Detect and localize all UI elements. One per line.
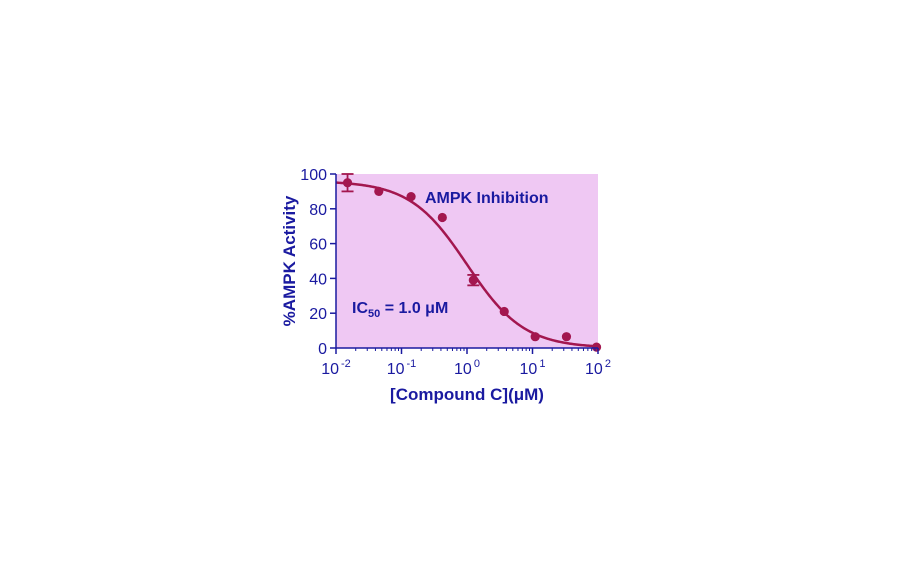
ic50-annotation: IC50 = 1.0 μM — [352, 300, 448, 320]
x-tick-base: 10 — [454, 361, 472, 378]
x-tick-exponent: 1 — [539, 358, 545, 370]
y-axis-label: %AMPK Activity — [280, 195, 299, 326]
y-tick-label: 80 — [309, 202, 327, 219]
y-tick-label: 20 — [309, 306, 327, 323]
y-axis-ticks: 0 20 40 60 80 100 — [300, 167, 336, 358]
x-tick-exponent: 0 — [474, 358, 480, 370]
data-point — [468, 275, 478, 285]
x-axis-ticks: 10 -2 10 -1 10 0 10 1 10 2 — [321, 348, 611, 378]
ic50-suffix: = 1.0 μM — [380, 300, 448, 317]
ic50-prefix: IC — [352, 300, 368, 317]
x-tick-base: 10 — [387, 361, 405, 378]
data-point — [499, 306, 509, 317]
data-point — [591, 342, 602, 352]
data-points-layer — [342, 178, 602, 352]
x-tick-label: 10 -1 — [387, 358, 417, 378]
x-tick-label: 10 2 — [585, 358, 611, 378]
y-tick-label: 60 — [309, 237, 327, 254]
data-point — [342, 178, 353, 188]
data-point — [561, 332, 572, 342]
data-point — [530, 332, 540, 342]
y-tick-label: 100 — [300, 167, 327, 184]
x-axis-label: [Compound C](μM) — [390, 385, 544, 404]
x-tick-exponent: 2 — [605, 358, 611, 370]
data-point — [437, 212, 447, 223]
chart-title: AMPK Inhibition — [425, 190, 549, 207]
x-tick-label: 10 1 — [520, 358, 546, 378]
x-tick-exponent: -1 — [407, 358, 417, 370]
ic50-subscript: 50 — [368, 308, 380, 320]
y-tick-label: 40 — [309, 271, 327, 288]
x-tick-base: 10 — [585, 361, 603, 378]
x-tick-exponent: -2 — [341, 358, 351, 370]
data-point — [406, 192, 416, 202]
x-tick-label: 10 0 — [454, 358, 480, 378]
x-tick-base: 10 — [321, 361, 339, 378]
y-tick-label: 0 — [318, 341, 327, 358]
data-point — [374, 186, 384, 196]
plot-area — [336, 174, 598, 348]
x-tick-label: 10 -2 — [321, 358, 351, 378]
x-tick-base: 10 — [520, 361, 538, 378]
